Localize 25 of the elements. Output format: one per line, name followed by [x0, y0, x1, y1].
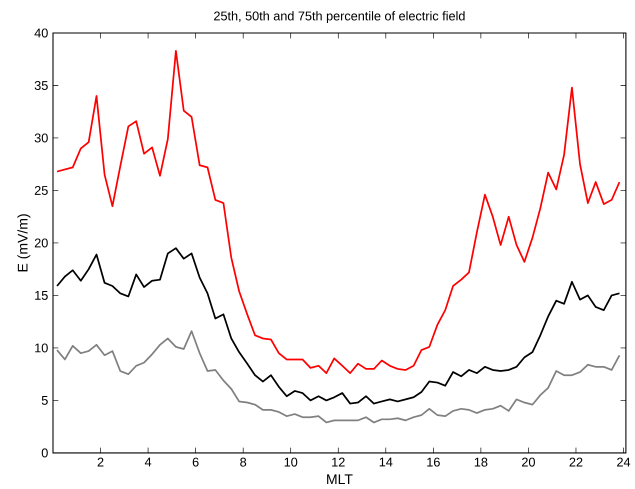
chart-title: 25th, 50th and 75th percentile of electric field — [214, 11, 465, 24]
x-tick-label: 4 — [144, 458, 152, 466]
y-tick-label: 40 — [34, 28, 48, 38]
y-axis-title: E (mV/m) — [17, 214, 30, 272]
y-tick-label: 25 — [34, 186, 48, 195]
x-tick-label: 22 — [570, 458, 582, 467]
x-tick-label: 2 — [98, 458, 104, 467]
y-tick-label: 5 — [42, 396, 48, 405]
x-tick-label: 12 — [332, 458, 345, 467]
x-tick-label: 16 — [427, 458, 440, 467]
y-tick-label: 15 — [35, 291, 48, 300]
y-tick-label: 30 — [34, 134, 48, 143]
y-tick-label: 10 — [35, 343, 48, 352]
y-tick-label: 20 — [34, 238, 48, 248]
y-tick-label: 0 — [42, 448, 48, 458]
x-tick-label: 10 — [284, 458, 298, 467]
x-tick-label: 8 — [240, 458, 246, 467]
x-tick-label: 6 — [192, 458, 199, 467]
line-series — [56, 247, 620, 404]
x-tick-label: 14 — [380, 458, 392, 466]
x-axis-title: MLT — [327, 474, 353, 484]
x-tick-label: 20 — [522, 458, 535, 467]
x-tick-label: 24 — [617, 458, 630, 467]
y-tick-label: 35 — [34, 81, 48, 90]
x-tick-label: 18 — [474, 458, 488, 467]
